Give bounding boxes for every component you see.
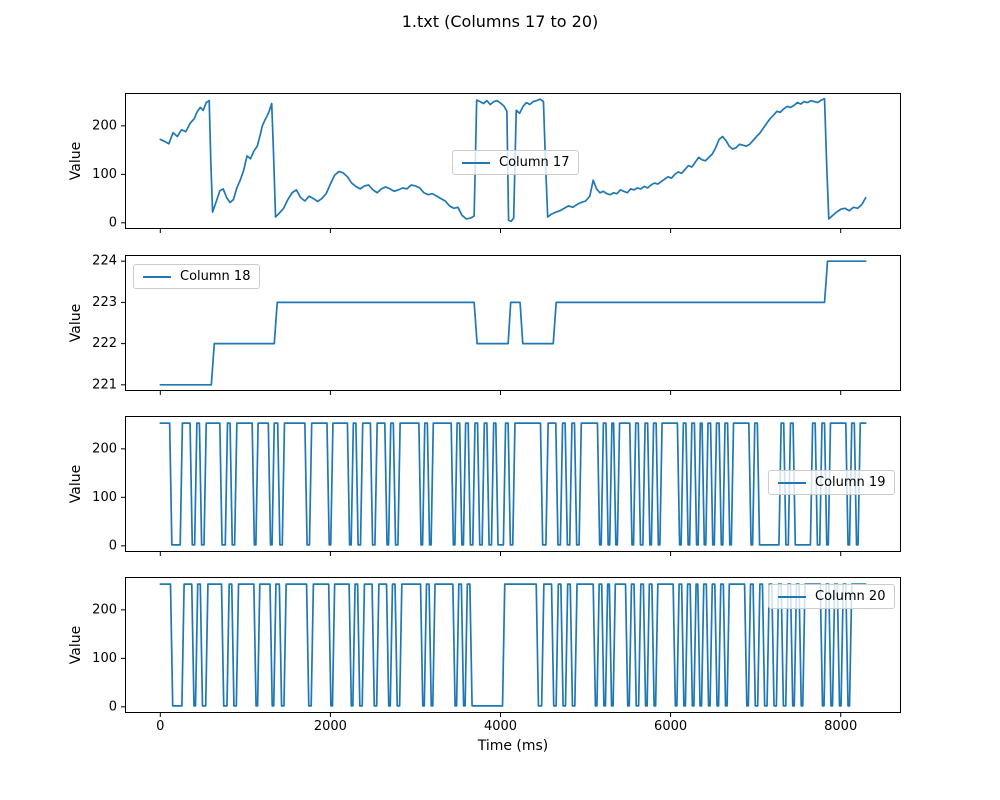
legend-column-18: Column 18 — [133, 264, 261, 289]
y-axis-label: Value — [68, 464, 84, 504]
y-axis-label: Value — [68, 141, 84, 181]
subplot-column-20: 0 100 200 0 2000 4000 6000 8000 Value Column 20 — [68, 577, 901, 734]
y-axis-label: Value — [68, 303, 84, 343]
y-tick-label: 200 — [92, 602, 117, 617]
y-tick-label: 221 — [92, 377, 117, 392]
legend-column-20: Column 20 — [768, 584, 896, 609]
legend-line-icon — [778, 481, 806, 484]
subplot-column-19: 0 100 200 Value Column 19 — [68, 416, 901, 556]
y-tick-label: 224 — [92, 254, 117, 269]
plot-area-column-17: 0 100 200 — [92, 97, 867, 233]
y-tick-label: 0 — [109, 699, 117, 714]
x-tick-label: 4000 — [484, 719, 517, 734]
y-tick-label: 200 — [92, 118, 117, 133]
legend-line-icon — [778, 595, 806, 598]
plot-area-column-19: 0 100 200 — [92, 422, 867, 556]
figure-title: 1.txt (Columns 17 to 20) — [401, 12, 599, 31]
legend-label: Column 17 — [499, 155, 570, 170]
legend-line-icon — [143, 275, 171, 278]
legend-column-19: Column 19 — [768, 470, 896, 495]
line-column-18 — [159, 260, 867, 386]
y-axis-label: Value — [68, 625, 84, 665]
line-column-20 — [159, 583, 867, 707]
legend-label: Column 20 — [815, 589, 886, 604]
legend-label: Column 19 — [815, 475, 886, 490]
x-tick-label: 0 — [156, 719, 164, 734]
line-column-19 — [159, 422, 867, 546]
x-axis-label: Time (ms) — [477, 738, 549, 754]
legend-line-icon — [462, 161, 490, 164]
y-tick-label: 100 — [92, 490, 117, 505]
y-tick-label: 0 — [109, 215, 117, 230]
plot-area-column-18: 221 222 223 224 — [92, 254, 867, 395]
y-tick-label: 0 — [109, 538, 117, 553]
legend-label: Column 18 — [180, 269, 251, 284]
x-tick-label: 2000 — [314, 719, 347, 734]
y-tick-label: 100 — [92, 651, 117, 666]
subplot-column-17: 0 100 200 Value Column 17 — [68, 93, 901, 233]
y-tick-label: 222 — [92, 336, 117, 351]
y-tick-label: 223 — [92, 295, 117, 310]
line-column-17 — [159, 97, 867, 223]
legend-column-17: Column 17 — [452, 150, 580, 175]
subplot-column-18: 221 222 223 224 Value Column 18 — [68, 254, 901, 395]
x-tick-label: 8000 — [824, 719, 857, 734]
y-tick-label: 100 — [92, 167, 117, 182]
y-tick-label: 200 — [92, 441, 117, 456]
x-tick-label: 6000 — [654, 719, 687, 734]
